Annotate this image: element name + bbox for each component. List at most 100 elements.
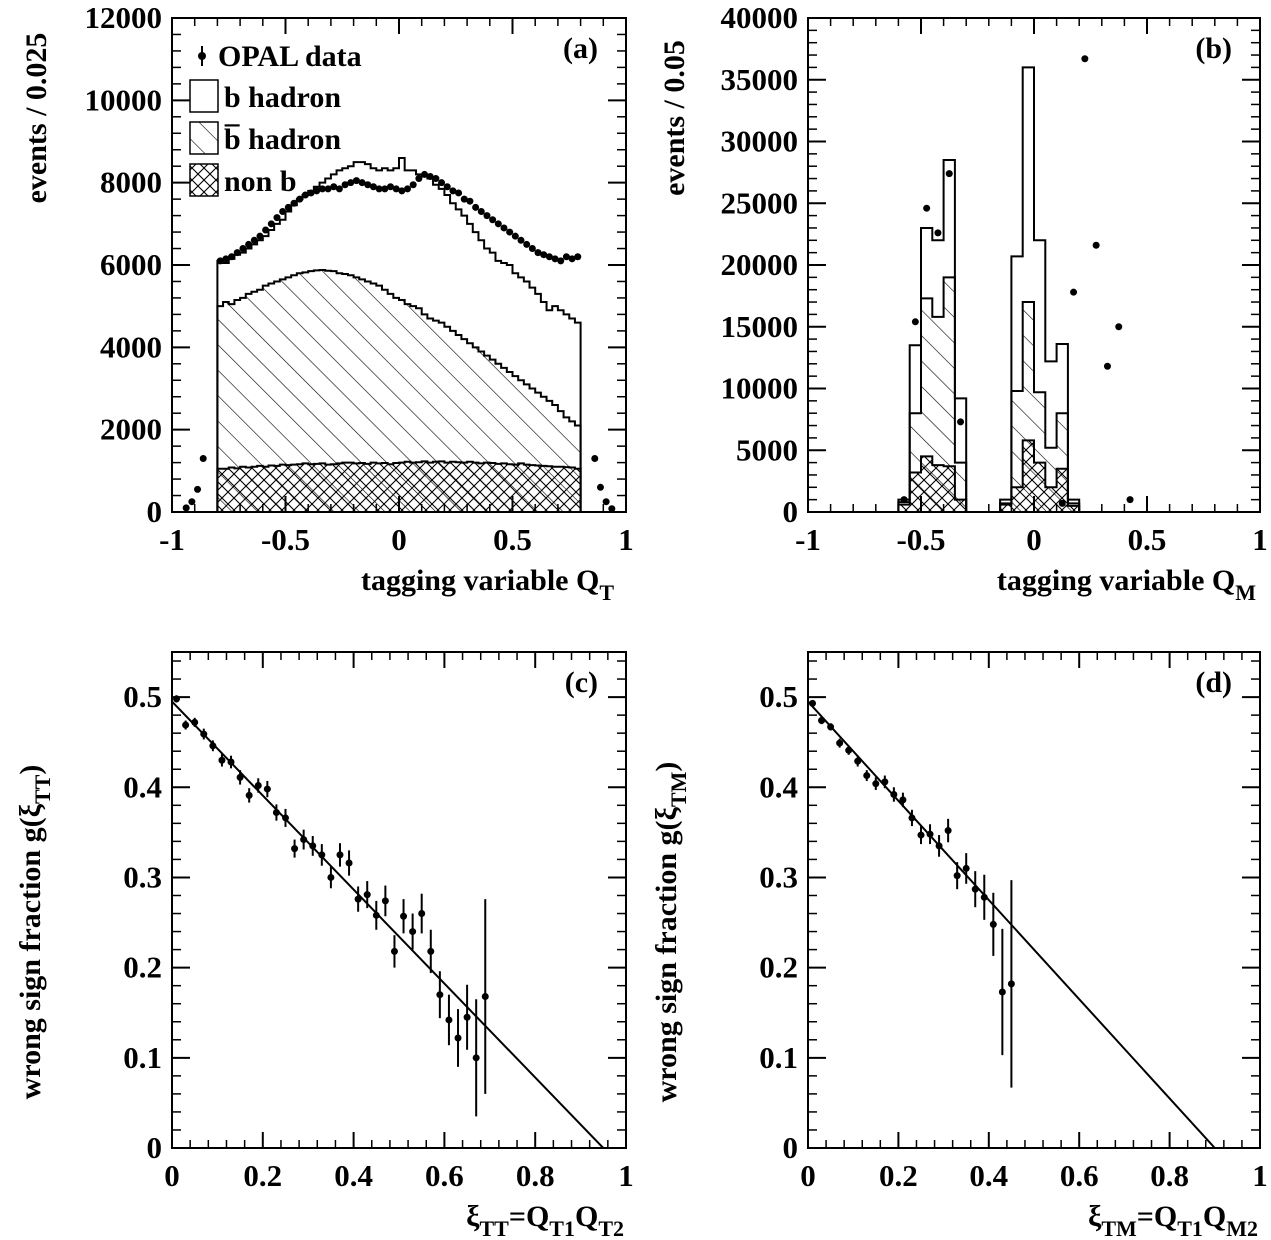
y-tick-label: 0: [147, 494, 163, 529]
data-point: [957, 418, 965, 426]
x-axis-label: tagging variable QT: [361, 564, 614, 605]
data-point: [263, 785, 271, 793]
data-point: [953, 872, 961, 880]
data-point: [427, 947, 435, 955]
data-point: [398, 187, 406, 195]
data-point: [194, 485, 202, 493]
data-point: [239, 245, 247, 253]
data-point: [290, 199, 298, 207]
data-point: [500, 224, 508, 232]
data-point: [562, 253, 570, 261]
panel-c: 0 0.2 0.4 0.6 0.8 1 0 0.1 0.2 0.3 0.4 0.5 (c) ξTT=QT1…: [14, 651, 634, 1240]
data-point: [923, 204, 931, 212]
y-tick-label: 0.1: [123, 1040, 162, 1075]
x-tick-label: 0: [391, 522, 407, 557]
legend-swatch: [189, 163, 219, 197]
data-point: [809, 699, 817, 707]
data-point: [872, 780, 880, 788]
x-tick-label: 0.2: [879, 1158, 918, 1193]
data-point: [375, 185, 383, 193]
data-point: [911, 318, 919, 326]
x-tick-label: 0.2: [243, 1158, 282, 1193]
data-point: [494, 220, 502, 228]
x-tick-label: 0.6: [1060, 1158, 1099, 1193]
data-point: [608, 505, 616, 513]
y-tick-label: 0.3: [759, 859, 798, 894]
plot-frame: [171, 651, 627, 1149]
y-tick-label: 12000: [85, 0, 163, 35]
data-point: [506, 228, 514, 236]
data-point: [836, 739, 844, 747]
data-point: [1115, 323, 1123, 331]
y-tick-label: 40000: [721, 0, 799, 35]
y-tick-label: 4000: [100, 329, 162, 364]
data-point: [472, 203, 480, 211]
data-point: [345, 859, 353, 867]
data-point: [818, 717, 826, 725]
x-axis-label: tagging variable QM: [997, 564, 1256, 605]
data-point: [477, 207, 485, 215]
data-point: [309, 842, 317, 850]
y-axis-label: wrong sign fraction g(ξTT): [14, 765, 55, 1100]
data-point: [568, 255, 576, 263]
data-point: [523, 240, 531, 248]
x-tick-label: -1: [795, 522, 821, 557]
x-tick-label: 0.5: [493, 522, 532, 557]
data-point: [336, 851, 344, 859]
panel-tag: (a): [563, 32, 598, 65]
data-point: [1007, 980, 1015, 988]
data-point: [273, 214, 281, 222]
x-tick-label: 0.5: [1128, 522, 1167, 557]
data-point: [188, 498, 196, 506]
data-point: [318, 185, 326, 193]
data-point: [528, 245, 536, 253]
data-point: [483, 212, 491, 220]
data-point: [545, 253, 553, 261]
panel-tag: (b): [1195, 32, 1232, 65]
data-point: [347, 179, 355, 187]
y-tick-label: 10000: [85, 82, 163, 117]
data-point: [511, 232, 519, 240]
y-axis-label: events / 0.05: [658, 40, 691, 196]
data-point: [372, 911, 380, 919]
plot-frame: [807, 651, 1261, 1149]
legend-marker: [198, 52, 206, 60]
data-point: [250, 236, 258, 244]
data-point: [908, 814, 916, 822]
panel-d: 0 0.2 0.4 0.6 0.8 1 0 0.1 0.2 0.3 0.4 0.5 (d) ξTM=QT1…: [650, 651, 1268, 1240]
data-point: [827, 723, 835, 731]
data-point: [282, 814, 289, 822]
data-point: [845, 746, 853, 754]
data-point: [330, 183, 338, 191]
data-point: [296, 195, 304, 203]
x-tick-label: 0.8: [516, 1158, 555, 1193]
data-point: [409, 181, 417, 189]
y-tick-label: 0.2: [123, 950, 162, 985]
y-tick-label: 25000: [721, 185, 799, 220]
data-point: [962, 864, 970, 872]
data-point: [245, 791, 253, 799]
data-point: [245, 240, 253, 248]
data-point: [369, 183, 377, 191]
y-axis-label: events / 0.025: [20, 33, 53, 204]
data-point: [415, 175, 423, 183]
data-point: [1126, 496, 1134, 504]
y-tick-label: 0.4: [123, 769, 162, 804]
data-point: [591, 454, 599, 462]
data-point: [341, 181, 349, 189]
data-point: [863, 772, 871, 780]
data-point: [354, 895, 362, 903]
data-point: [489, 216, 497, 224]
data-point: [200, 730, 208, 738]
x-tick-label: 0: [1026, 522, 1042, 557]
data-point: [404, 185, 412, 193]
data-point: [284, 203, 292, 211]
data-point: [386, 183, 394, 191]
data-point: [971, 885, 979, 893]
data-point: [551, 255, 559, 263]
data-point: [436, 991, 444, 999]
bbar-hadron-histogram: [216, 268, 582, 513]
data-point: [228, 253, 236, 261]
data-point: [267, 220, 275, 228]
